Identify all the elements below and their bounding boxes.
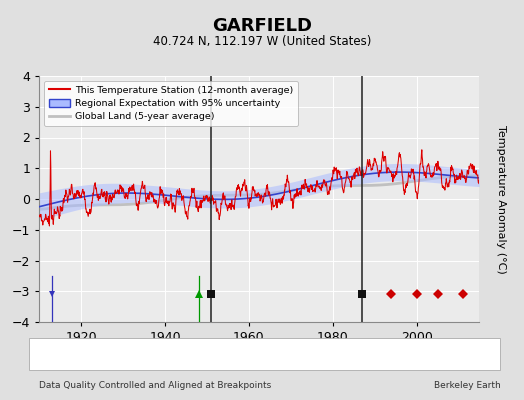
Legend: Station Move, Record Gap, Time of Obs. Change, Empirical Break: Station Move, Record Gap, Time of Obs. C… — [80, 351, 444, 365]
Text: Data Quality Controlled and Aligned at Breakpoints: Data Quality Controlled and Aligned at B… — [39, 381, 271, 390]
Text: Berkeley Earth: Berkeley Earth — [434, 381, 500, 390]
Legend: This Temperature Station (12-month average), Regional Expectation with 95% uncer: This Temperature Station (12-month avera… — [44, 81, 298, 126]
Y-axis label: Temperature Anomaly (°C): Temperature Anomaly (°C) — [496, 125, 506, 273]
Text: GARFIELD: GARFIELD — [212, 17, 312, 35]
Text: 40.724 N, 112.197 W (United States): 40.724 N, 112.197 W (United States) — [153, 36, 371, 48]
